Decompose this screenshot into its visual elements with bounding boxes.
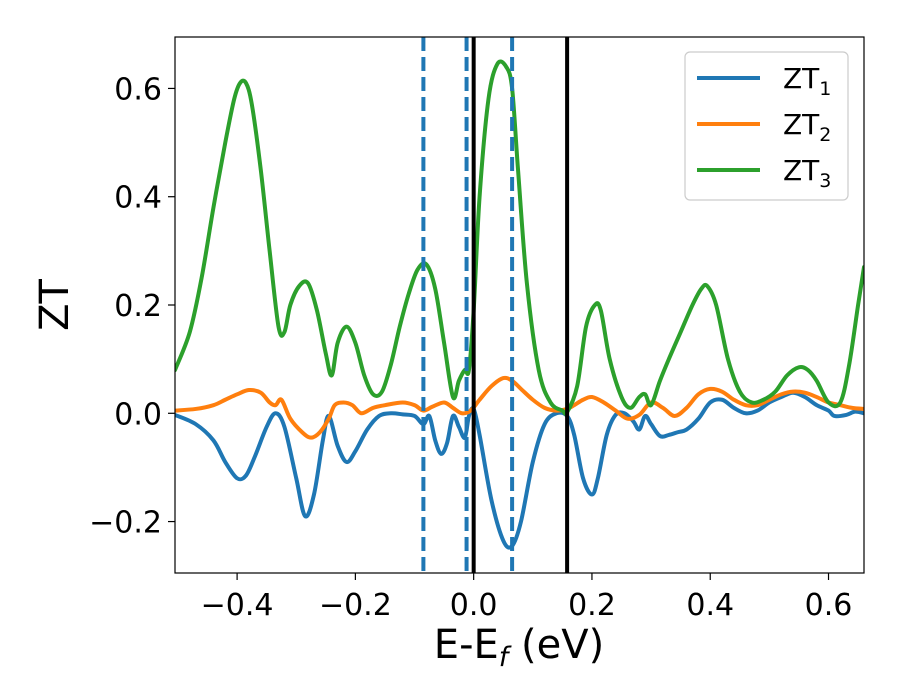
series-line-zt3 — [175, 59, 864, 416]
legend-box — [684, 51, 849, 201]
x-axis-label-main: E-E — [434, 622, 499, 668]
legend-label-zt2: ZT2 — [783, 108, 831, 146]
legend-label-zt3: ZT3 — [783, 154, 831, 192]
legend: ZT1 ZT2 ZT3 — [684, 51, 849, 201]
legend-label-zt1: ZT1 — [783, 62, 831, 100]
x-tick-label: 0.4 — [686, 588, 734, 623]
y-tick-label: 0.0 — [114, 397, 162, 432]
y-axis-ticks: −0.2 0.0 0.2 0.4 0.6 — [89, 72, 175, 541]
y-tick-label: 0.6 — [114, 72, 162, 107]
y-tick-label: −0.2 — [89, 506, 162, 541]
y-axis-label: ZT — [32, 279, 78, 331]
y-tick-label: 0.4 — [114, 181, 162, 216]
x-axis-label-unit: (eV) — [508, 622, 604, 668]
y-tick-label: 0.2 — [114, 289, 162, 324]
legend-items: ZT1 ZT2 ZT3 — [697, 62, 831, 192]
x-tick-label: 0.0 — [450, 588, 498, 623]
reference-lines — [421, 37, 570, 573]
x-tick-label: −0.2 — [319, 588, 392, 623]
x-tick-label: 0.2 — [568, 588, 616, 623]
series-line-zt2 — [175, 375, 864, 440]
x-axis-ticks: −0.4 −0.2 0.0 0.2 0.4 0.6 — [201, 573, 853, 623]
x-tick-label: −0.4 — [201, 588, 274, 623]
x-tick-label: 0.6 — [805, 588, 853, 623]
x-axis-label: E-Ef (eV) — [434, 622, 604, 673]
